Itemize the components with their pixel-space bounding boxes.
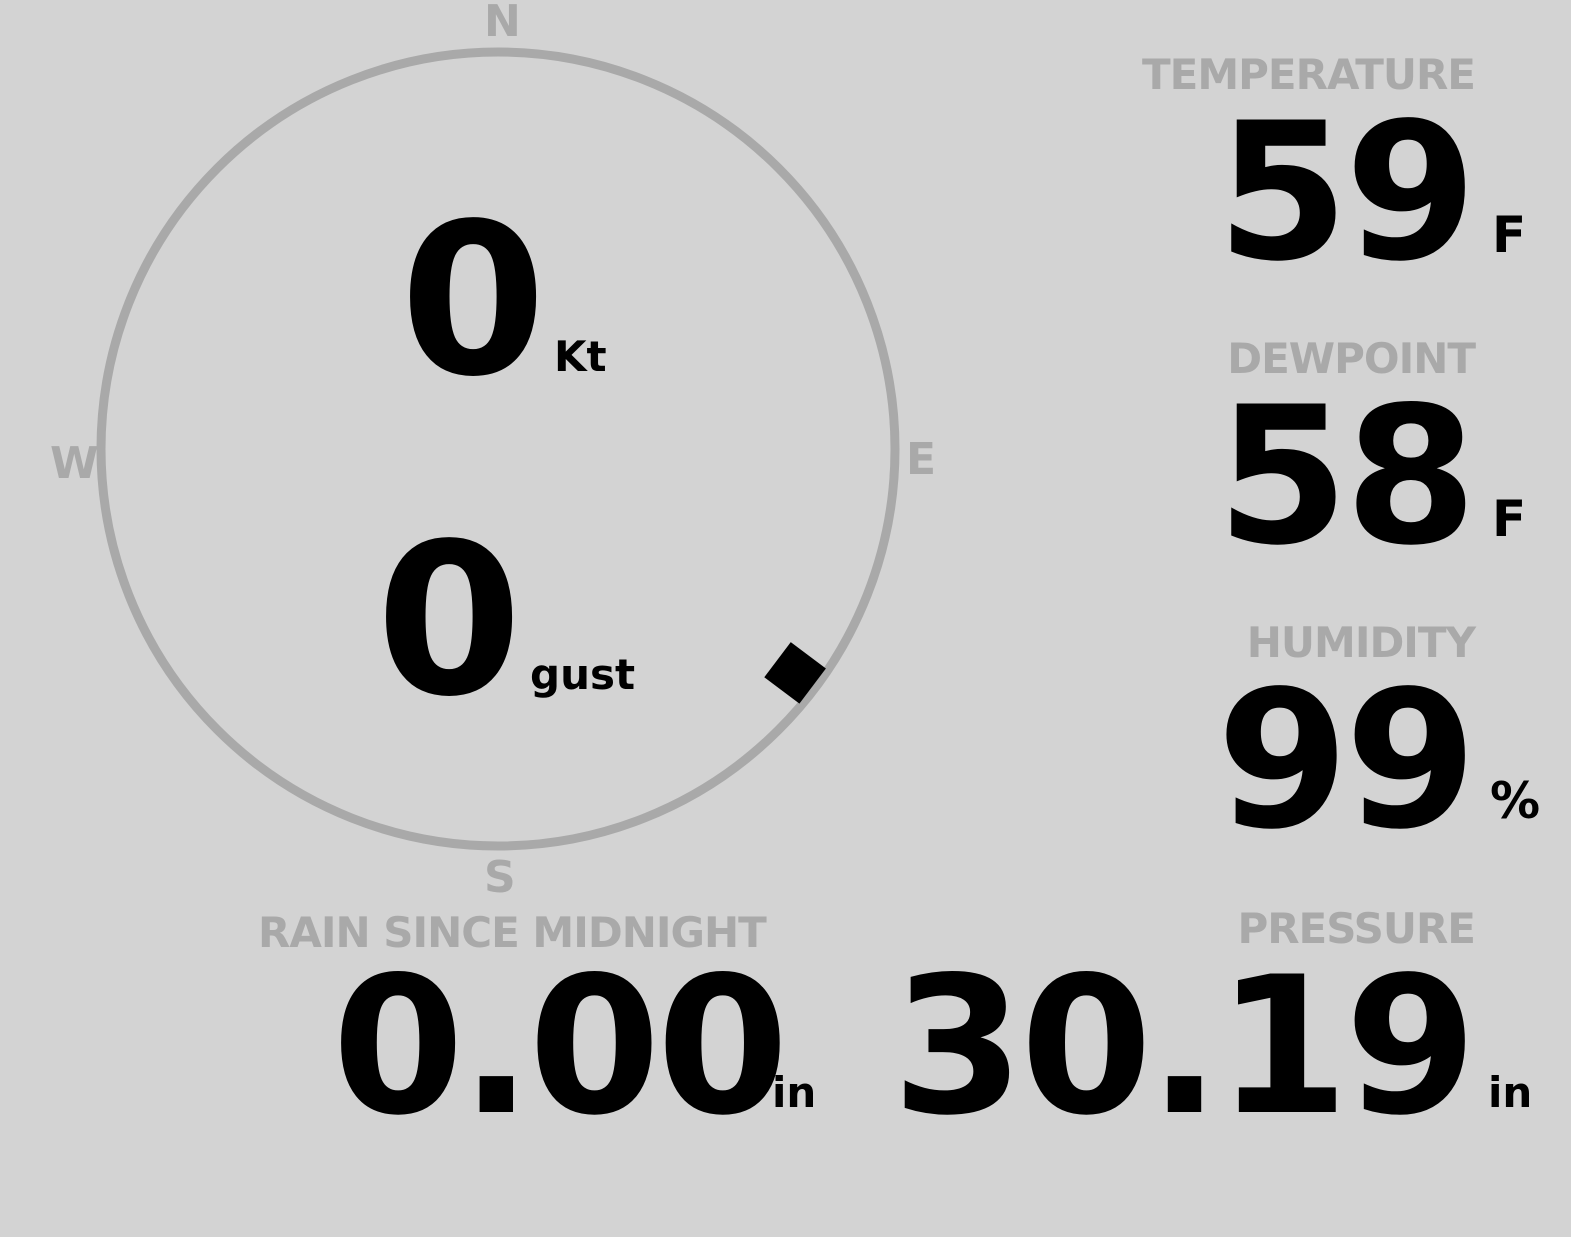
wind-gust-value: 0: [376, 498, 522, 743]
humidity-label: HUMIDITY: [1246, 618, 1476, 667]
pressure-unit: in: [1488, 1068, 1533, 1117]
compass-east: E: [906, 434, 937, 485]
pressure-value: 30.19: [892, 936, 1477, 1157]
compass-west: W: [50, 438, 99, 489]
rain-unit: in: [772, 1068, 817, 1117]
wind-speed-value: 0: [400, 178, 546, 423]
pressure-label: PRESSURE: [1237, 904, 1476, 953]
rain-value: 0.00: [332, 936, 789, 1157]
dewpoint-value: 58: [1216, 366, 1477, 587]
compass-south: S: [484, 852, 516, 903]
humidity-unit: %: [1490, 772, 1541, 830]
temperature-value: 59: [1216, 82, 1477, 303]
compass-ring: [96, 47, 900, 851]
dewpoint-unit: F: [1492, 490, 1527, 548]
compass-north: N: [484, 0, 521, 47]
wind-speed-unit: Kt: [554, 332, 607, 381]
wind-direction-marker: [764, 642, 826, 704]
rain-label: RAIN SINCE MIDNIGHT: [258, 908, 767, 957]
dewpoint-label: DEWPOINT: [1227, 334, 1476, 383]
temperature-unit: F: [1492, 206, 1527, 264]
wind-gust-unit: gust: [530, 650, 636, 699]
temperature-label: TEMPERATURE: [1142, 50, 1476, 99]
humidity-value: 99: [1216, 650, 1477, 871]
